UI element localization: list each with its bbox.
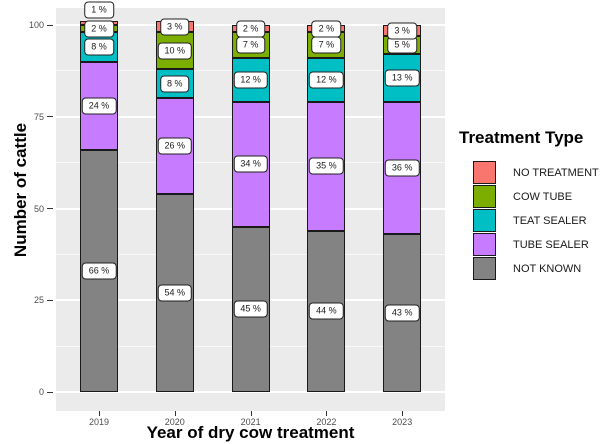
y-tick-label: 50 (33, 203, 44, 214)
x-tick-mark (174, 411, 176, 416)
legend-swatch (473, 257, 496, 280)
legend-item: TEAT SEALER (473, 209, 599, 232)
segment-label: 5 % (387, 36, 417, 54)
legend-item: NOT KNOWN (473, 257, 599, 280)
segment-label: 7 % (311, 36, 342, 54)
segment-label: 43 % (384, 304, 420, 322)
segment-label: 66 % (81, 262, 117, 280)
y-tick-mark (47, 208, 53, 209)
y-tick-label: 75 (33, 111, 44, 122)
segment-label: 24 % (81, 97, 117, 115)
legend-items: NO TREATMENT COW TUBE TEAT SEALER TUBE SEAL… (473, 161, 599, 280)
segment-label: 2 % (311, 20, 342, 38)
x-axis-title: Year of dry cow treatment (146, 423, 355, 442)
x-tick-label: 2020 (164, 417, 185, 427)
x-tick-mark (402, 411, 404, 416)
legend-swatch (473, 185, 496, 208)
y-tick-label: 100 (28, 20, 44, 30)
x-tick-mark (250, 411, 252, 416)
legend-title: Treatment Type (459, 128, 584, 147)
segment-label: 12 % (233, 71, 268, 89)
legend-label: TUBE SEALER (513, 238, 589, 251)
segment-label: 34 % (233, 155, 268, 173)
segment-label: 54 % (157, 284, 193, 302)
legend-item: TUBE SEALER (473, 233, 599, 256)
y-axis-title: Number of cattle (11, 122, 30, 258)
x-tick-mark (326, 411, 328, 416)
legend-item: NO TREATMENT (473, 161, 599, 184)
segment-label: 3 % (387, 22, 417, 39)
segment-label: 7 % (235, 36, 266, 54)
legend-item: COW TUBE (473, 185, 599, 208)
legend-label: TEAT SEALER (513, 214, 587, 227)
segment-label: 8 % (160, 75, 190, 93)
legend-label: NOT KNOWN (513, 262, 582, 275)
legend-swatch (473, 161, 496, 184)
y-tick-mark (47, 299, 53, 301)
y-tick-mark (47, 24, 53, 26)
x-tick-label: 2021 (240, 417, 261, 427)
y-tick-mark (47, 391, 53, 393)
segment-label: 13 % (384, 69, 420, 87)
y-tick-mark (47, 116, 53, 118)
legend-swatch (473, 209, 496, 232)
segment-label: 2 % (235, 20, 266, 38)
segment-label: 26 % (157, 137, 193, 155)
segment-label: 36 % (384, 159, 420, 177)
segment-label: 2 % (84, 20, 114, 38)
legend-label: COW TUBE (513, 190, 573, 203)
y-tick-label: 0 (38, 387, 44, 397)
segment-label: 12 % (309, 71, 344, 89)
x-tick-mark (99, 411, 100, 416)
x-tick-label: 2022 (316, 417, 337, 427)
legend: Treatment Type NO TREATMENT COW TUBE TEAT … (459, 128, 599, 281)
segment-label: 1 % (84, 1, 114, 19)
segment-label: 8 % (84, 38, 114, 56)
segment-label: 44 % (309, 302, 344, 320)
x-tick-label: 2023 (392, 417, 413, 427)
major-gridline (56, 391, 445, 393)
y-tick-label: 25 (33, 295, 44, 306)
segment-label: 45 % (233, 300, 268, 318)
legend-label: NO TREATMENT (513, 166, 599, 179)
segment-label: 35 % (309, 157, 344, 175)
segment-label: 3 % (160, 18, 190, 36)
legend-swatch (473, 233, 496, 256)
x-tick-label: 2019 (88, 417, 110, 427)
segment-label: 10 % (157, 42, 193, 60)
